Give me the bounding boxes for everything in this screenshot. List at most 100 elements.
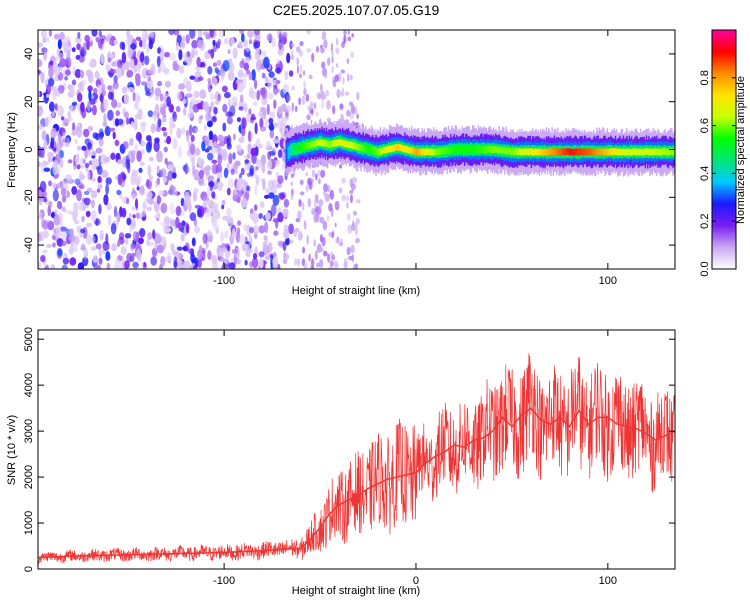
heatmap-cell bbox=[325, 140, 328, 147]
heatmap-cell bbox=[341, 194, 346, 202]
heatmap-cell bbox=[241, 117, 247, 130]
heatmap-cell bbox=[311, 107, 314, 116]
heatmap-cell bbox=[146, 191, 153, 200]
heatmap-cell bbox=[148, 39, 153, 50]
heatmap-cell bbox=[508, 147, 511, 155]
heatmap-cell bbox=[41, 130, 47, 141]
heatmap-cell bbox=[390, 145, 392, 153]
heatmap-cell bbox=[583, 148, 586, 156]
heatmap-cell bbox=[290, 147, 292, 154]
heatmap-cell bbox=[221, 148, 228, 161]
heatmap-cell bbox=[82, 256, 89, 267]
heatmap-cell bbox=[533, 149, 535, 156]
heatmap-cell bbox=[321, 93, 324, 102]
heatmap-cell bbox=[124, 260, 130, 269]
heatmap-cell bbox=[519, 148, 521, 155]
heatmap-cell bbox=[128, 86, 134, 92]
heatmap-cell bbox=[319, 247, 324, 253]
heatmap-cell bbox=[172, 111, 177, 122]
heatmap-cell bbox=[206, 120, 213, 128]
heatmap-cell bbox=[405, 145, 407, 153]
heatmap-cell bbox=[338, 241, 344, 246]
heatmap-cell bbox=[268, 123, 275, 132]
heatmap-cell bbox=[95, 147, 103, 154]
heatmap-cell bbox=[439, 148, 442, 155]
heatmap-cell bbox=[105, 177, 112, 185]
heatmap-cell bbox=[545, 149, 548, 156]
heatmap-cell bbox=[109, 127, 116, 132]
heatmap-cell bbox=[188, 107, 194, 119]
heatmap-cell bbox=[169, 116, 174, 127]
heatmap-cell bbox=[513, 148, 515, 156]
heatmap-cell bbox=[459, 146, 461, 154]
heatmap-cell bbox=[116, 211, 121, 223]
heatmap-cell bbox=[211, 214, 216, 224]
heatmap-cell bbox=[266, 103, 270, 115]
heatmap-cell bbox=[81, 215, 85, 223]
heatmap-cell bbox=[267, 79, 272, 90]
heatmap-cell bbox=[353, 222, 359, 227]
heatmap-cell bbox=[323, 250, 328, 257]
heatmap-cell bbox=[125, 197, 130, 205]
heatmap-cell bbox=[518, 148, 520, 155]
heatmap-cell bbox=[116, 102, 122, 109]
heatmap-cell bbox=[331, 140, 333, 148]
heatmap-cell bbox=[61, 195, 67, 203]
heatmap-cell bbox=[670, 148, 672, 155]
heatmap-cell bbox=[542, 148, 544, 156]
heatmap-cell bbox=[90, 190, 98, 199]
snr-envelope bbox=[38, 407, 675, 559]
heatmap-cell bbox=[577, 148, 580, 156]
heatmap-cell bbox=[117, 159, 123, 165]
heatmap-cell bbox=[239, 60, 245, 69]
heatmap-cell bbox=[349, 178, 353, 188]
heatmap-cell bbox=[323, 183, 328, 193]
heatmap-cell bbox=[176, 127, 182, 139]
heatmap-cell bbox=[167, 252, 171, 262]
heatmap-cell bbox=[554, 148, 557, 156]
heatmap-cell bbox=[152, 229, 156, 240]
heatmap-cell bbox=[266, 140, 271, 150]
heatmap-cell bbox=[470, 146, 473, 154]
heatmap-cell bbox=[196, 208, 202, 218]
heatmap-cell bbox=[202, 31, 210, 36]
heatmap-cell bbox=[40, 255, 46, 263]
heatmap-cell bbox=[548, 148, 550, 155]
heatmap-cell bbox=[52, 163, 58, 176]
heatmap-cell bbox=[236, 117, 242, 123]
heatmap-cell bbox=[242, 73, 250, 78]
heatmap-cell bbox=[496, 146, 498, 153]
heatmap-cell bbox=[228, 152, 233, 165]
heatmap-cell bbox=[463, 146, 466, 154]
heatmap-cell bbox=[130, 58, 135, 70]
heatmap-cell bbox=[193, 90, 200, 99]
heatmap-cell bbox=[541, 148, 543, 156]
heatmap-cell bbox=[67, 159, 73, 164]
heatmap-cell bbox=[622, 148, 625, 155]
heatmap-cell bbox=[610, 148, 612, 155]
heatmap-cell bbox=[227, 70, 235, 81]
heatmap-cell bbox=[189, 30, 196, 39]
heatmap-cell bbox=[653, 148, 656, 156]
snr-line bbox=[38, 353, 675, 565]
heatmap-cell bbox=[627, 148, 629, 156]
heatmap-cell bbox=[51, 182, 57, 189]
heatmap-cell bbox=[277, 48, 284, 56]
heatmap-cell bbox=[77, 31, 81, 39]
heatmap-cell bbox=[362, 144, 364, 152]
heatmap-cell bbox=[243, 103, 248, 113]
x-tick-label: 100 bbox=[599, 275, 617, 287]
heatmap-cell bbox=[446, 147, 449, 154]
heatmap-cell bbox=[371, 146, 374, 154]
heatmap-cell bbox=[493, 146, 496, 153]
heatmap-cell bbox=[363, 145, 366, 152]
heatmap-cell bbox=[575, 148, 577, 155]
heatmap-cell bbox=[79, 49, 87, 57]
heatmap-cell bbox=[288, 70, 294, 77]
heatmap-cell bbox=[291, 173, 294, 178]
heatmap-cell bbox=[110, 152, 116, 160]
heatmap-cell bbox=[98, 247, 103, 258]
heatmap-cell bbox=[423, 149, 426, 156]
heatmap-cell bbox=[207, 66, 213, 75]
heatmap-cell bbox=[573, 149, 575, 156]
